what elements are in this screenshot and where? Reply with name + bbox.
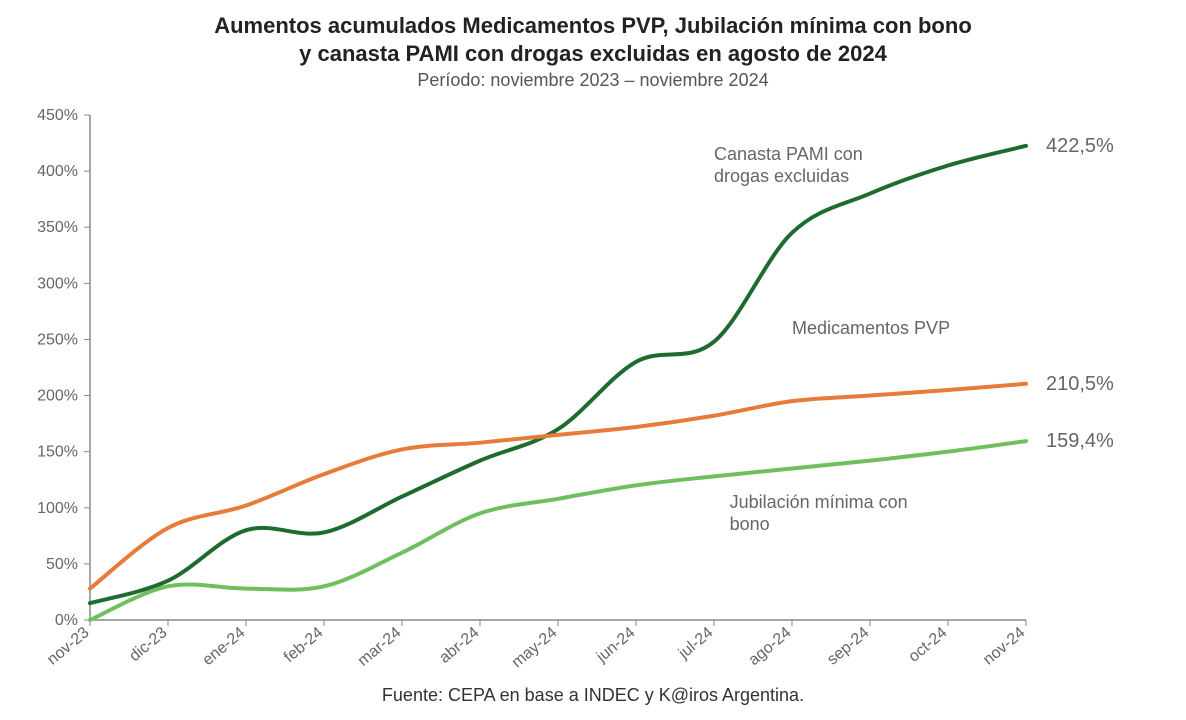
series-end-label: 210,5% <box>1046 373 1114 395</box>
x-tick-label: jul-24 <box>675 624 717 663</box>
series-inline-label: Canasta PAMI con <box>714 144 863 164</box>
x-tick-label: nov-24 <box>980 624 1028 669</box>
x-tick-label: ago-24 <box>745 624 794 669</box>
chart-svg: 0% 50% 100% 150% 200% 250% 300% 350% 400% 450% nov… <box>0 0 1186 720</box>
series-line <box>90 441 1026 620</box>
series-end-label: 159,4% <box>1046 430 1114 452</box>
series-end-label: 422,5% <box>1046 135 1114 157</box>
y-tick-label: 150% <box>37 444 78 461</box>
y-tick-label: 0% <box>55 612 78 629</box>
y-tick-label: 300% <box>37 275 78 292</box>
x-tick-label: sep-24 <box>824 624 872 669</box>
y-tick-label: 200% <box>37 388 78 405</box>
y-tick-label: 50% <box>46 556 78 573</box>
x-tick-label: jun-24 <box>593 624 639 666</box>
y-tick-label: 100% <box>37 500 78 517</box>
x-tick-label: mar-24 <box>355 624 405 670</box>
y-tick-label: 250% <box>37 331 78 348</box>
series-inline-label: bono <box>730 514 770 534</box>
x-tick-label: feb-24 <box>281 624 327 666</box>
y-tick-label: 450% <box>37 107 78 124</box>
series-inline-label: Jubilación mínima con <box>730 492 908 512</box>
x-tick-label: ene-24 <box>199 624 248 669</box>
series-inline-label: Medicamentos PVP <box>792 318 950 338</box>
x-tick-label: may-24 <box>509 624 561 671</box>
x-tick-label: oct-24 <box>906 624 951 666</box>
series-inline-label: drogas excluidas <box>714 166 849 186</box>
y-tick-label: 400% <box>37 163 78 180</box>
y-tick-label: 350% <box>37 219 78 236</box>
x-tick-label: dic-23 <box>126 624 170 665</box>
x-tick-label: abr-24 <box>436 624 482 667</box>
series-line <box>90 146 1026 603</box>
x-tick-label: nov-23 <box>44 624 92 669</box>
series-line <box>90 384 1026 589</box>
chart-container: Aumentos acumulados Medicamentos PVP, Ju… <box>0 0 1186 720</box>
